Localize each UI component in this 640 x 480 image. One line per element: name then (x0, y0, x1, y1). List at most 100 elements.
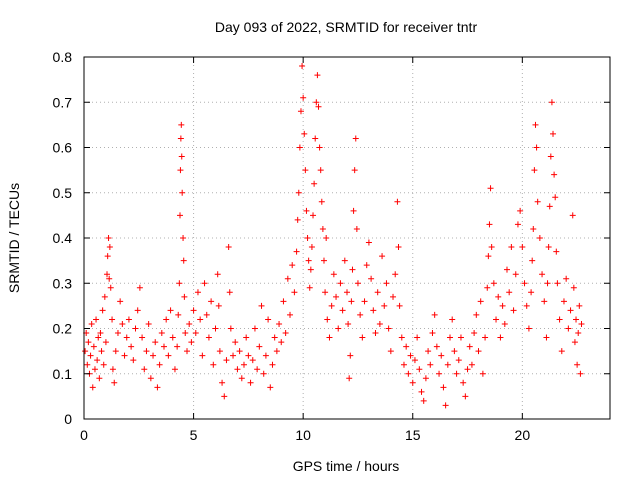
data-point (471, 330, 478, 337)
data-point (130, 357, 137, 364)
data-point (497, 334, 504, 341)
data-point (455, 357, 462, 364)
data-point (96, 375, 103, 382)
data-point (182, 330, 189, 337)
data-point (534, 198, 541, 205)
data-point (178, 121, 185, 128)
data-point (179, 189, 186, 196)
data-point (106, 244, 113, 251)
data-point (201, 280, 208, 287)
data-point (123, 334, 130, 341)
data-point (104, 271, 111, 278)
x-tick-label: 5 (190, 427, 198, 443)
data-point (354, 280, 361, 287)
data-point (337, 280, 344, 287)
data-point (578, 320, 585, 327)
y-axis-label: SRMTID / TECUs (6, 183, 22, 293)
data-point (547, 153, 554, 160)
axis-ticks: 0 5 10 15 20 0 0.1 0.2 0.3 0.4 0.5 0.6 0.7 0.8 (53, 49, 610, 443)
data-point (574, 361, 581, 368)
y-tick-label: 0.8 (53, 49, 73, 65)
data-point (462, 393, 469, 400)
data-point (344, 289, 350, 296)
data-point (347, 352, 354, 359)
data-point (315, 103, 322, 110)
data-point (306, 284, 313, 291)
data-point (575, 330, 582, 337)
data-point (273, 348, 280, 355)
data-point (506, 289, 513, 296)
data-point (156, 361, 163, 368)
data-point (381, 302, 388, 309)
data-point (313, 99, 320, 106)
data-point (533, 144, 540, 151)
data-point (105, 235, 112, 241)
data-point (556, 316, 563, 323)
data-point (128, 343, 135, 350)
plot-frame (83, 56, 611, 420)
data-point (282, 330, 289, 337)
data-point (245, 352, 252, 359)
data-point (548, 99, 555, 106)
x-tick-label: 15 (405, 427, 421, 443)
data-point (215, 302, 222, 309)
data-point (320, 257, 327, 264)
data-point (88, 320, 95, 327)
data-point (503, 266, 510, 273)
data-point (152, 339, 159, 346)
data-point (291, 289, 298, 296)
data-point (226, 289, 233, 296)
data-point (199, 352, 206, 359)
data-point (111, 379, 118, 386)
data-point (514, 221, 521, 228)
data-point (546, 203, 553, 210)
data-point (479, 370, 486, 377)
data-point (576, 302, 583, 309)
data-point (333, 293, 340, 300)
data-point (328, 302, 335, 309)
data-point (181, 293, 188, 300)
data-point (501, 320, 508, 327)
data-point (560, 298, 567, 305)
data-point (109, 366, 116, 373)
data-point (165, 352, 172, 359)
data-point (219, 379, 226, 386)
data-point (150, 352, 157, 359)
data-point (278, 339, 285, 346)
data-point (453, 370, 460, 377)
x-tick-label: 20 (515, 427, 531, 443)
data-point (385, 325, 392, 332)
data-point (99, 307, 106, 314)
data-point (132, 325, 139, 332)
data-point (353, 225, 360, 232)
data-point (544, 280, 551, 287)
data-point (147, 375, 154, 382)
data-point (349, 266, 356, 273)
data-point (525, 325, 532, 332)
data-point (319, 225, 326, 232)
data-point (300, 94, 307, 101)
data-point (89, 384, 96, 391)
data-point (314, 72, 321, 79)
data-point (247, 379, 254, 386)
data-point (376, 320, 383, 327)
data-point (254, 366, 261, 373)
data-point (243, 334, 250, 341)
data-point (216, 348, 223, 355)
data-point (447, 334, 454, 341)
data-point (457, 334, 464, 341)
data-point (240, 361, 247, 368)
data-point (94, 357, 101, 364)
data-point (160, 343, 167, 350)
data-point (444, 361, 451, 368)
data-point (106, 275, 113, 282)
data-point (284, 275, 291, 282)
data-point (346, 375, 353, 382)
data-point (429, 330, 436, 337)
data-point (230, 352, 237, 359)
data-point (249, 357, 256, 364)
data-point (98, 348, 105, 355)
data-point (299, 63, 306, 70)
data-point (484, 284, 491, 291)
data-point (301, 130, 308, 137)
